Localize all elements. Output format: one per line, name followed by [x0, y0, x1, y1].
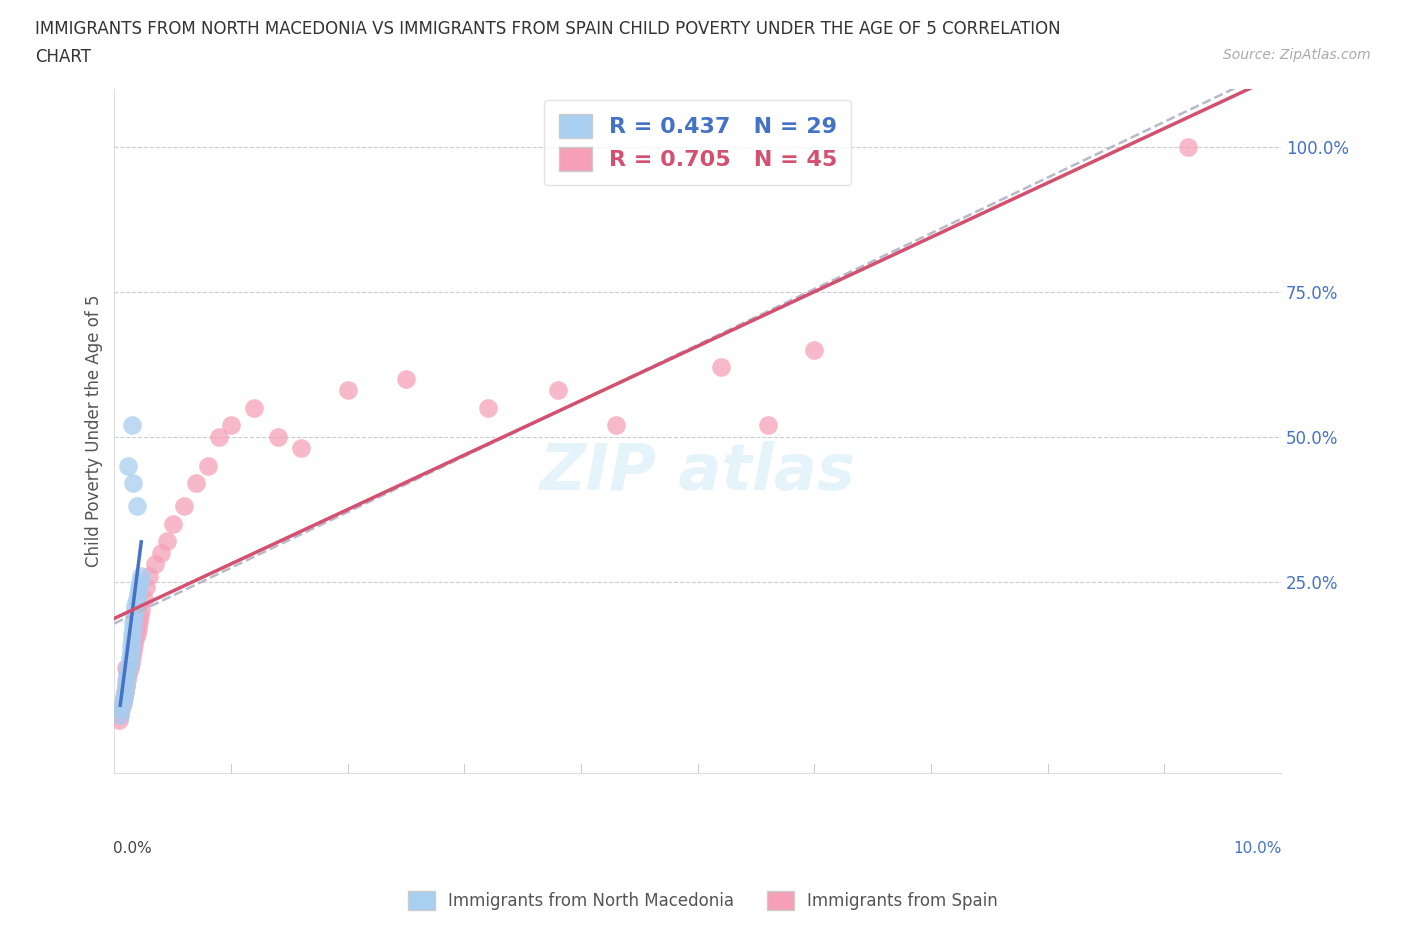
Point — [477, 401, 499, 416]
Point — [208, 430, 231, 445]
Point — [121, 632, 143, 647]
Point — [121, 626, 143, 641]
Point — [128, 580, 150, 595]
Text: CHART: CHART — [35, 48, 91, 66]
Point — [122, 609, 145, 624]
Point — [132, 591, 155, 606]
Point — [122, 475, 145, 490]
Point — [124, 603, 146, 618]
Point — [121, 418, 143, 432]
Point — [120, 655, 142, 670]
Point — [124, 632, 146, 647]
Point — [108, 713, 131, 728]
Point — [156, 534, 179, 549]
Point — [111, 696, 134, 711]
Point — [129, 603, 152, 618]
Point — [127, 586, 149, 601]
Point — [117, 667, 139, 682]
Point — [184, 475, 207, 490]
Point — [118, 661, 141, 676]
Point — [710, 360, 733, 375]
Point — [118, 655, 141, 670]
Point — [173, 498, 195, 513]
Point — [120, 638, 142, 653]
Point — [114, 684, 136, 699]
Legend: Immigrants from North Macedonia, Immigrants from Spain: Immigrants from North Macedonia, Immigra… — [401, 884, 1005, 917]
Text: Source: ZipAtlas.com: Source: ZipAtlas.com — [1223, 48, 1371, 62]
Point — [110, 707, 132, 722]
Point — [110, 707, 132, 722]
Point — [162, 516, 184, 531]
Point — [150, 545, 173, 560]
Point — [112, 690, 135, 705]
Point — [243, 401, 266, 416]
Text: IMMIGRANTS FROM NORTH MACEDONIA VS IMMIGRANTS FROM SPAIN CHILD POVERTY UNDER THE: IMMIGRANTS FROM NORTH MACEDONIA VS IMMIG… — [35, 20, 1060, 38]
Point — [135, 580, 157, 595]
Point — [290, 441, 312, 456]
Point — [120, 644, 142, 658]
Point — [128, 615, 150, 630]
Point — [395, 371, 418, 386]
Point — [336, 383, 359, 398]
Point — [115, 678, 138, 693]
Point — [124, 597, 146, 612]
Y-axis label: Child Poverty Under the Age of 5: Child Poverty Under the Age of 5 — [86, 295, 103, 567]
Point — [127, 620, 149, 635]
Point — [117, 661, 139, 676]
Point — [115, 661, 138, 676]
Point — [115, 678, 138, 693]
Point — [117, 672, 139, 687]
Point — [129, 568, 152, 583]
Point — [122, 615, 145, 630]
Point — [129, 609, 152, 624]
Text: ZIP atlas: ZIP atlas — [540, 441, 856, 503]
Point — [125, 498, 148, 513]
Point — [121, 649, 143, 664]
Point — [122, 644, 145, 658]
Point — [112, 690, 135, 705]
Point — [267, 430, 290, 445]
Point — [114, 684, 136, 699]
Point — [547, 383, 569, 398]
Point — [1177, 140, 1199, 154]
Point — [118, 649, 141, 664]
Legend: R = 0.437   N = 29, R = 0.705   N = 45: R = 0.437 N = 29, R = 0.705 N = 45 — [544, 100, 852, 185]
Point — [122, 638, 145, 653]
Text: 10.0%: 10.0% — [1233, 841, 1282, 856]
Point — [803, 342, 825, 357]
Point — [117, 667, 139, 682]
Point — [143, 557, 166, 572]
Point — [197, 458, 219, 473]
Point — [111, 696, 134, 711]
Point — [756, 418, 779, 432]
Point — [122, 620, 145, 635]
Point — [125, 626, 148, 641]
Point — [110, 701, 132, 716]
Point — [605, 418, 627, 432]
Text: 0.0%: 0.0% — [114, 841, 152, 856]
Point — [219, 418, 242, 432]
Point — [125, 591, 148, 606]
Point — [117, 458, 139, 473]
Point — [129, 574, 152, 589]
Point — [138, 568, 160, 583]
Point — [115, 672, 138, 687]
Point — [110, 701, 132, 716]
